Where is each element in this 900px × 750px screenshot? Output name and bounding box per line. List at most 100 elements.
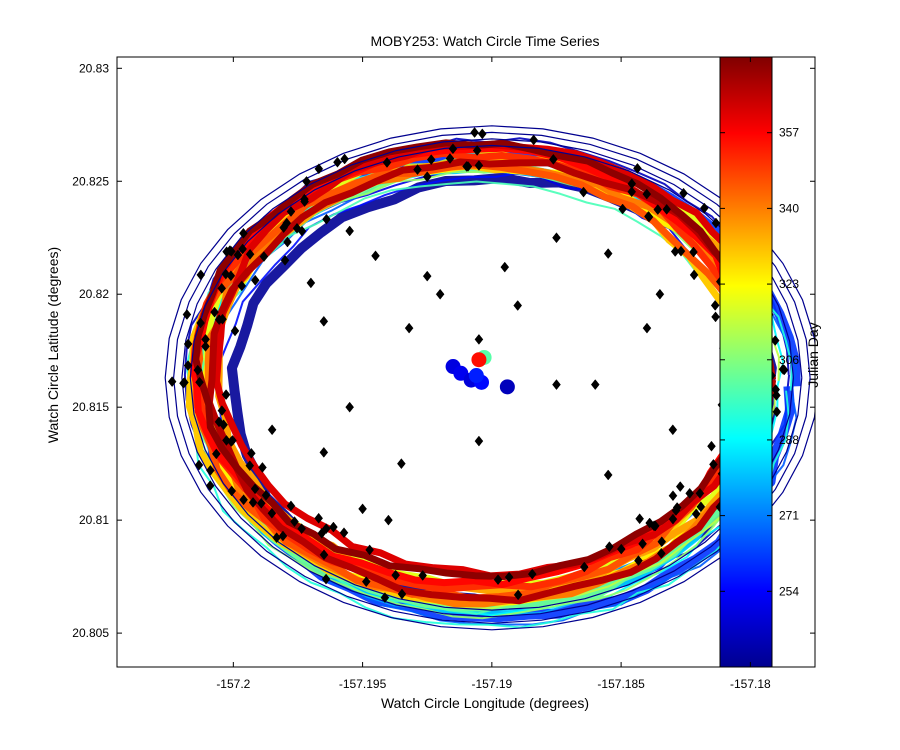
y-tick-label: 20.81 [79,513,109,527]
outlier-point [211,448,221,460]
outlier-point [279,222,288,234]
outlier-point [267,507,277,519]
outlier-point [247,447,256,459]
outlier-point [201,333,210,345]
outlier-point [230,325,240,337]
outlier-point [239,494,248,506]
outlier-point [340,153,349,165]
outlier-point [470,127,479,138]
outlier-point [504,571,514,583]
y-tick-label: 20.805 [72,626,109,640]
outlier-point [710,299,720,311]
chart-title: MOBY253: Watch Circle Time Series [371,33,600,49]
outlier-point [527,568,537,580]
outlier-point [770,335,780,346]
outlier-point [474,334,484,345]
outlier-point [206,465,215,476]
colorbar-ticks: 254 271 288 306 323 340 357 [720,126,799,598]
outlier-point [675,481,685,492]
outlier-point [474,435,484,447]
outlier-point [445,153,455,164]
outlier-point [238,243,247,255]
trace-excursion [181,138,803,618]
outlier-point [616,543,626,555]
outlier-point [642,188,652,200]
y-tick-label: 20.82 [79,287,109,301]
outlier-point [196,269,206,281]
outlier-point [778,363,788,375]
x-tick-label: -157.2 [216,677,250,691]
outlier-point [205,480,215,492]
outlier-point [306,277,316,289]
outlier-point [302,176,311,187]
outlier-point [250,483,260,495]
outlier-point [250,274,260,286]
outlier-point [239,227,248,239]
colorbar-label: Julian Day [805,322,821,387]
outlier-point [210,306,219,318]
outlier-point [418,570,428,581]
trace-excursion [189,144,794,611]
outlier-point [365,544,374,556]
outlier-point [286,206,296,217]
center-point [468,368,484,384]
outlier-point [321,573,331,585]
x-tick-label: -157.18 [730,677,771,691]
outlier-point [644,211,653,222]
outlier-point [645,517,654,529]
outlier-point [618,203,627,215]
outlier-point [404,322,414,334]
outlier-point [167,376,177,388]
outlier-point [300,193,309,205]
outlier-point [345,225,354,237]
outlier-point [462,161,471,172]
outlier-point [321,523,331,535]
outlier-point [259,251,269,262]
outlier-point [245,248,255,260]
outlier-point [228,435,237,446]
outlier-point [634,555,643,566]
trace-loop [192,139,757,580]
colorbar-tick-label: 323 [779,277,799,291]
outlier-point [245,460,255,472]
outlier-point [695,487,705,499]
outlier-point [552,379,561,390]
outlier-point [217,282,227,294]
outlier-point [221,268,231,280]
outlier-point [319,315,329,327]
outlier-point [183,360,193,371]
outlier-point [380,592,390,603]
outlier-point [653,204,663,215]
outlier-point [361,576,371,588]
outlier-point [278,530,288,542]
outlier-point [322,213,331,225]
outlier-point [700,202,709,214]
outlier-point [685,487,695,499]
outlier-point [227,485,237,497]
colorbar-tick-label: 357 [779,126,799,140]
outlier-point [384,514,393,526]
y-axis-label: Watch Circle Latitude (degrees) [45,247,61,443]
x-tick-label: -157.195 [339,677,387,691]
outlier-point [345,401,354,413]
x-tick-label: -157.185 [597,677,645,691]
outlier-point [603,248,613,259]
outlier-point [280,254,290,266]
outlier-point [219,419,228,431]
outlier-point [426,154,436,166]
outlier-point [513,300,523,311]
outlier-point [707,440,716,452]
x-tick-label: -157.19 [472,677,513,691]
x-axis-ticks: -157.2 -157.195 -157.19 -157.185 -157.18 [216,57,771,691]
outlier-point [358,503,367,515]
colorbar-tick-label: 254 [779,584,799,598]
colorbar [719,56,773,668]
outlier-point [314,163,324,175]
outlier-point [477,128,487,140]
outlier-point [221,389,231,401]
outlier-point [329,521,338,533]
outlier-point [579,186,588,198]
outlier-point [283,236,292,248]
outlier-point [183,338,193,350]
outlier-point [339,527,349,539]
